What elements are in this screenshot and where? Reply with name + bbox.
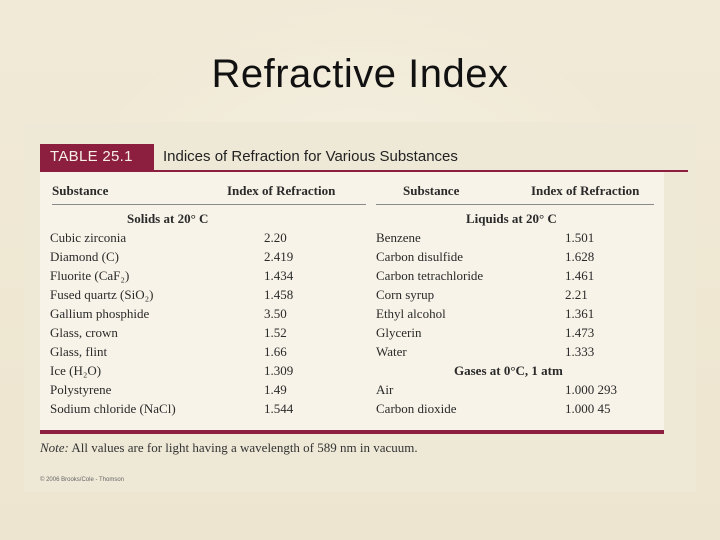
footnote-label: Note: — [40, 440, 69, 455]
table-cell-index: 1.000 293 — [565, 382, 617, 397]
table-cell-index: 1.66 — [264, 344, 287, 359]
table-caption: Indices of Refraction for Various Substa… — [163, 148, 458, 165]
table-cell-substance: Sodium chloride (NaCl) — [50, 401, 176, 416]
column-header-index-left: Index of Refraction — [227, 183, 336, 198]
table-cell-substance: Glass, crown — [50, 325, 118, 340]
table-cell-substance: Ethyl alcohol — [376, 306, 446, 321]
footnote-text: All values are for light having a wavele… — [68, 440, 418, 455]
table-cell-index: 3.50 — [264, 306, 287, 321]
column-header-substance-left: Substance — [52, 183, 109, 198]
table-cell-index: 1.000 45 — [565, 401, 611, 416]
table-cell-index: 1.628 — [565, 249, 595, 264]
table-cell-substance: Diamond (C) — [50, 249, 119, 264]
table-cell-substance: Fluorite (CaF₂) — [50, 268, 130, 283]
group-heading-solids: Solids at 20° C — [127, 211, 209, 226]
table-cell-index: 1.49 — [264, 382, 287, 397]
table-cell-substance: Polystyrene — [50, 382, 112, 397]
table-cell-substance: Carbon disulfide — [376, 249, 464, 264]
column-header-substance-right: Substance — [403, 183, 460, 198]
table-figure: TABLE 25.1 Indices of Refraction for Var… — [24, 122, 696, 492]
slide-title: Refractive Index — [211, 52, 509, 96]
table-cell-substance: Glass, flint — [50, 344, 108, 359]
table-cell-substance: Gallium phosphide — [50, 306, 150, 321]
table-cell-substance: Carbon dioxide — [376, 401, 457, 416]
table-cell-index: 1.434 — [264, 268, 294, 283]
copyright-line: © 2006 Brooks/Cole - Thomson — [40, 477, 125, 483]
table-cell-index: 2.20 — [264, 230, 287, 245]
table-cell-index: 2.419 — [264, 249, 294, 264]
table-cell-substance: Fused quartz (SiO₂) — [50, 287, 154, 302]
refraction-table: Substance Index of Refraction Substance … — [40, 172, 664, 434]
table-cell-index: 1.458 — [264, 287, 294, 302]
table-cell-index: 1.333 — [565, 344, 595, 359]
table-cell-index: 1.52 — [264, 325, 287, 340]
table-cell-index: 1.361 — [565, 306, 595, 321]
table-cell-substance: Benzene — [376, 230, 421, 245]
group-heading-liquids: Liquids at 20° C — [466, 211, 557, 226]
table-cell-index: 1.544 — [264, 401, 294, 416]
table-cell-substance: Air — [376, 382, 394, 397]
table-footnote: Note: All values are for light having a … — [40, 440, 418, 456]
table-number-label: TABLE 25.1 — [40, 144, 154, 170]
table-cell-index: 1.473 — [565, 325, 595, 340]
table-cell-index: 1.461 — [565, 268, 595, 283]
column-header-index-right: Index of Refraction — [531, 183, 640, 198]
table-cell-substance: Ice (H₂O) — [50, 363, 102, 378]
table-cell-substance: Water — [376, 344, 407, 359]
group-heading-gases: Gases at 0°C, 1 atm — [454, 363, 563, 378]
table-cell-substance: Carbon tetrachloride — [376, 268, 484, 283]
table-header-bar: TABLE 25.1 Indices of Refraction for Var… — [40, 144, 688, 172]
table-cell-index: 1.501 — [565, 230, 595, 245]
table-cell-substance: Corn syrup — [376, 287, 435, 302]
table-cell-substance: Glycerin — [376, 325, 422, 340]
table-cell-substance: Cubic zirconia — [50, 230, 127, 245]
header-rule-left — [52, 204, 366, 205]
header-rule-right — [376, 204, 654, 205]
table-cell-index: 2.21 — [565, 287, 588, 302]
table-cell-index: 1.309 — [264, 363, 294, 378]
